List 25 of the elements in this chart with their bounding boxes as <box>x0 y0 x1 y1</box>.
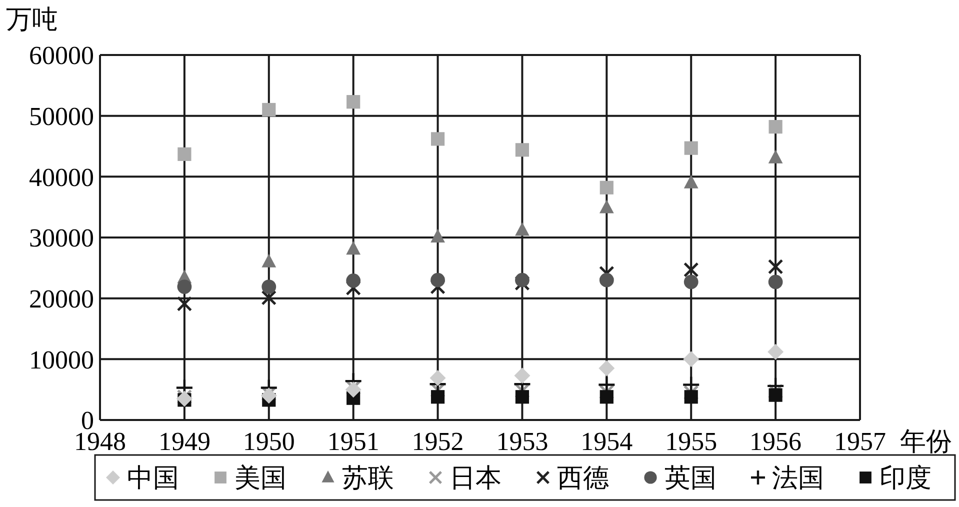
x-tick-label: 1950 <box>242 427 295 456</box>
legend-label: 中国 <box>127 464 179 493</box>
legend-label: 美国 <box>234 464 286 493</box>
x-tick-label: 1957 <box>834 427 886 456</box>
x-tick-label: 1954 <box>580 427 633 456</box>
y-tick-label: 10000 <box>29 345 94 374</box>
x-tick-label: 1953 <box>496 427 548 456</box>
x-axis-title: 年份 <box>900 427 952 456</box>
legend-label: 苏联 <box>342 464 394 493</box>
y-tick-label: 40000 <box>29 162 94 192</box>
y-tick-label: 20000 <box>29 284 94 314</box>
x-tick-label: 1951 <box>327 427 380 456</box>
legend-label: 法国 <box>772 464 824 493</box>
y-tick-label: 60000 <box>29 41 94 70</box>
legend-label: 英国 <box>664 464 716 493</box>
y-axis-title: 万吨 <box>6 5 58 34</box>
legend-label: 西德 <box>557 464 609 493</box>
x-tick-label: 1955 <box>665 427 718 456</box>
x-tick-label: 1956 <box>750 427 802 456</box>
x-tick-label: 1952 <box>412 427 464 456</box>
y-tick-label: 50000 <box>29 102 94 131</box>
legend-label: 印度 <box>880 464 932 493</box>
y-tick-label: 30000 <box>29 224 94 253</box>
x-tick-label: 1949 <box>158 427 210 456</box>
legend-label: 日本 <box>450 464 502 493</box>
